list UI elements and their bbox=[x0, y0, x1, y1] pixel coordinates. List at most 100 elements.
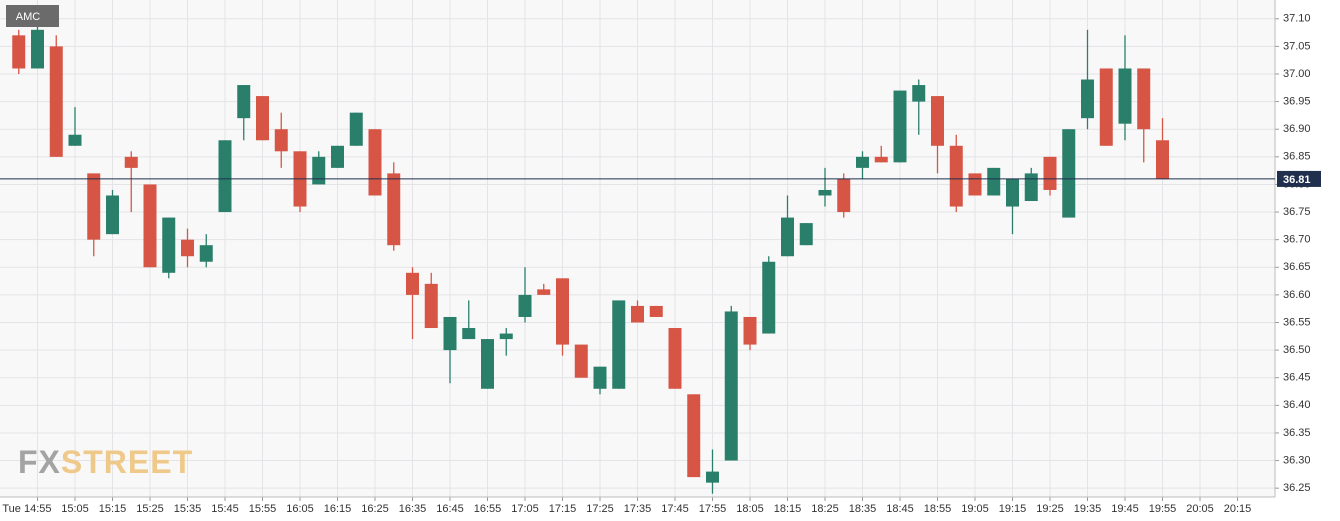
candle-body bbox=[124, 156, 138, 168]
candle-body bbox=[724, 311, 738, 461]
x-tick-label: 18:05 bbox=[736, 503, 764, 515]
y-tick-label: 36.95 bbox=[1283, 96, 1311, 108]
candle-body bbox=[481, 339, 494, 389]
candle-body bbox=[1024, 173, 1038, 202]
candle-body bbox=[424, 283, 438, 329]
candle-body bbox=[649, 305, 663, 317]
candle-body bbox=[874, 156, 888, 163]
candle-body bbox=[49, 46, 63, 157]
x-tick-label: 15:25 bbox=[136, 503, 164, 515]
candle-body bbox=[818, 189, 832, 196]
candle-body bbox=[931, 96, 944, 146]
y-tick-label: 36.90 bbox=[1283, 123, 1311, 135]
candle-body bbox=[406, 272, 419, 295]
x-tick-label: 16:35 bbox=[399, 503, 427, 515]
candle-body bbox=[668, 328, 682, 389]
candle-body bbox=[349, 112, 363, 146]
y-tick-label: 36.65 bbox=[1283, 261, 1311, 273]
candle-body bbox=[706, 471, 719, 483]
candle-body bbox=[143, 184, 157, 268]
y-tick-label: 36.30 bbox=[1283, 454, 1311, 466]
x-tick-label: 19:25 bbox=[1036, 503, 1064, 515]
x-tick-label: 19:55 bbox=[1149, 503, 1177, 515]
candle-body bbox=[1118, 68, 1132, 124]
x-tick-label: 20:15 bbox=[1224, 503, 1252, 515]
watermark-street: STREET bbox=[61, 444, 193, 480]
symbol-label: AMC bbox=[16, 11, 41, 23]
x-tick-label: 18:35 bbox=[849, 503, 877, 515]
candle-body bbox=[781, 217, 794, 257]
y-tick-label: 36.55 bbox=[1283, 316, 1311, 328]
x-tick-label: 18:15 bbox=[774, 503, 802, 515]
x-tick-label: 17:55 bbox=[699, 503, 727, 515]
x-tick-label: 15:45 bbox=[211, 503, 239, 515]
axes: 36.25 36.30 36.35 36.40 36.45 36.50 36.55 36.60… bbox=[0, 0, 1321, 515]
x-tick-label: 19:45 bbox=[1111, 503, 1139, 515]
candle-body bbox=[218, 140, 232, 213]
y-tick-label: 36.35 bbox=[1283, 427, 1311, 439]
y-tick-label: 36.85 bbox=[1283, 151, 1311, 163]
candle-body bbox=[462, 328, 476, 340]
candle-body bbox=[518, 294, 532, 317]
candle-body bbox=[912, 85, 926, 102]
candle-body bbox=[331, 145, 344, 168]
candle-body bbox=[837, 178, 851, 213]
y-tick-label: 36.25 bbox=[1283, 482, 1311, 494]
candle-body bbox=[687, 394, 701, 478]
x-tick-label: 17:35 bbox=[624, 503, 652, 515]
x-tick-label: 19:35 bbox=[1074, 503, 1102, 515]
candle-body bbox=[1081, 79, 1094, 119]
y-tick-label: 36.75 bbox=[1283, 206, 1311, 218]
candle-body bbox=[256, 96, 269, 141]
y-tick-label: 36.60 bbox=[1283, 289, 1311, 301]
candle-body bbox=[762, 261, 776, 334]
candle-body bbox=[949, 145, 963, 207]
candle-body bbox=[499, 333, 513, 340]
x-tick-label: 16:45 bbox=[436, 503, 464, 515]
watermark: FXSTREET bbox=[18, 444, 193, 480]
candle-body bbox=[387, 173, 401, 246]
x-tick-label: 16:15 bbox=[324, 503, 352, 515]
y-tick-label: 37.00 bbox=[1283, 68, 1311, 80]
candle-body bbox=[537, 289, 551, 295]
candle-body bbox=[1006, 178, 1019, 207]
x-tick-label: 16:25 bbox=[361, 503, 389, 515]
candle-body bbox=[612, 300, 626, 389]
candle-body bbox=[593, 366, 607, 389]
x-tick-label: 17:05 bbox=[511, 503, 539, 515]
candle-body bbox=[274, 129, 288, 152]
x-tick-label: 17:25 bbox=[586, 503, 614, 515]
x-tick-label: 19:15 bbox=[999, 503, 1027, 515]
y-tick-label: 37.10 bbox=[1283, 13, 1311, 25]
candle-body bbox=[856, 156, 869, 168]
candle-body bbox=[162, 217, 176, 273]
candle-body bbox=[1043, 156, 1057, 190]
candle-body bbox=[799, 223, 813, 246]
candle-body bbox=[1156, 140, 1169, 179]
symbol-box bbox=[6, 5, 59, 27]
candle-body bbox=[1137, 68, 1151, 130]
candle-body bbox=[987, 167, 1001, 196]
candle-body bbox=[87, 173, 101, 240]
x-tick-label: 20:05 bbox=[1186, 503, 1214, 515]
y-tick-label: 36.40 bbox=[1283, 399, 1311, 411]
x-tick-label: 15:55 bbox=[249, 503, 277, 515]
x-tick-label: 18:45 bbox=[886, 503, 914, 515]
x-tick-label: 18:25 bbox=[811, 503, 839, 515]
candle-body bbox=[968, 173, 982, 196]
candle-body bbox=[237, 85, 251, 119]
x-tick-label: 17:15 bbox=[549, 503, 577, 515]
y-tick-label: 36.50 bbox=[1283, 344, 1311, 356]
candle-body bbox=[68, 134, 82, 146]
candle-body bbox=[631, 305, 644, 323]
candle-body bbox=[1062, 129, 1076, 218]
x-tick-label: 18:55 bbox=[924, 503, 952, 515]
candle-body bbox=[743, 316, 757, 345]
candle-body bbox=[31, 29, 44, 69]
candle-body bbox=[181, 239, 194, 257]
x-tick-label: 15:15 bbox=[99, 503, 127, 515]
candle-body bbox=[106, 195, 119, 235]
candle-body bbox=[893, 90, 907, 163]
last-price-box bbox=[1277, 170, 1321, 187]
